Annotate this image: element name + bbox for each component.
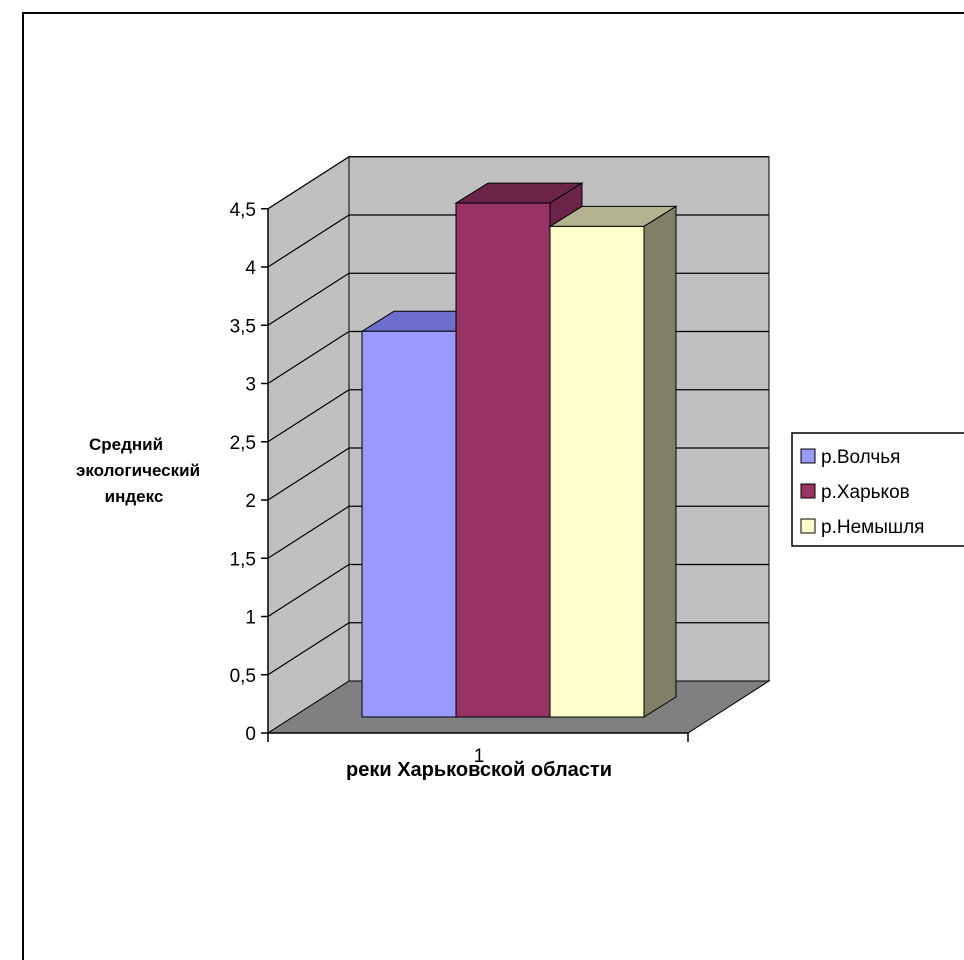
bar-front [549,225,645,718]
bar-3 [548,205,678,718]
y-tick-label: 4,5 [230,200,256,221]
gridline-side [267,563,350,618]
y-tick-label: 3,5 [230,316,256,337]
gridline-side [267,622,350,676]
y-tick-label: 1 [245,608,256,629]
legend-swatch [800,483,816,499]
y-tick-label: 3 [245,375,256,396]
gridline-side [267,389,350,443]
y-tick-label: 2 [245,491,256,512]
x-tick-label: 1 [474,746,485,767]
legend-swatch [800,518,816,534]
y-tick-label: 1,5 [230,549,256,570]
legend-label: р.Волчья [821,447,900,468]
y-tick-labels: 0 0,5 1 1,5 2 2,5 3 3,5 4 4,5 [230,200,257,745]
gridline-side [267,156,350,210]
y-axis-title-line-3: индекс [105,487,164,506]
legend-label: р.Немышля [821,517,924,538]
legend-label: р.Харьков [821,482,910,503]
gridline-side [267,214,350,268]
gridline-side [267,505,350,559]
y-axis-title-line-1: Средний [89,435,163,454]
bar-front [361,330,457,718]
legend-swatch [800,448,816,464]
gridline-side [267,272,350,326]
legend-box [791,432,964,547]
side-wall [267,155,350,734]
x-axis-title: реки Харьковской области [346,759,612,781]
y-axis-title-line-2: экологический [76,461,200,480]
y-tick-label: 4 [245,258,256,279]
y-tick-label: 2,5 [230,433,256,454]
axes [261,208,689,742]
bars [360,182,678,718]
legend: р.Волчья р.Харьков р.Немышля [791,432,964,547]
gridline-side [267,330,350,385]
bar-front [455,202,551,718]
y-tick-label: 0,5 [230,666,256,687]
gridline-side [267,447,350,501]
bar-side [643,205,677,718]
chart-border [22,12,964,960]
y-tick-label: 0 [245,724,256,745]
